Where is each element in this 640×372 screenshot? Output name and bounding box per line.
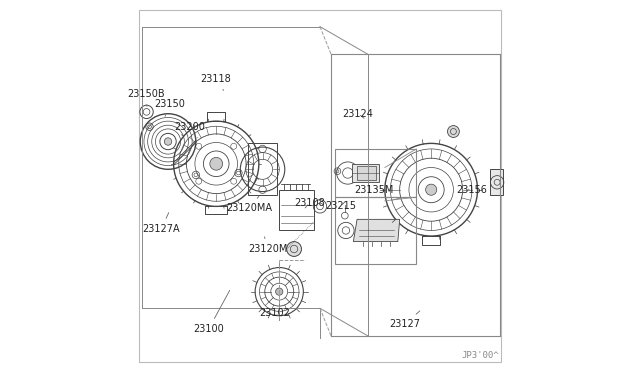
Text: 23150B: 23150B [127,89,164,106]
Circle shape [210,157,223,170]
Polygon shape [490,169,504,195]
Text: 23102: 23102 [259,308,290,318]
Circle shape [276,288,283,295]
Circle shape [164,138,172,145]
Text: JP3'00^: JP3'00^ [461,351,499,360]
Polygon shape [351,164,380,182]
Circle shape [447,126,460,137]
Text: 23215: 23215 [325,201,356,211]
Text: 23150: 23150 [154,99,186,116]
Text: 23100: 23100 [193,291,230,334]
Text: 23127: 23127 [390,311,420,329]
Circle shape [426,184,436,195]
Text: 23156: 23156 [456,185,488,195]
Text: 23127A: 23127A [143,213,180,234]
Text: 23124: 23124 [343,109,374,119]
Polygon shape [357,166,376,180]
Text: 23135M: 23135M [354,185,394,195]
Polygon shape [353,219,400,241]
Text: 23118: 23118 [200,74,231,90]
Text: 23120M: 23120M [248,237,288,254]
Text: 23120MA: 23120MA [226,196,272,213]
Text: 23108: 23108 [294,198,325,208]
Circle shape [287,241,301,256]
Text: 23200: 23200 [174,122,205,138]
